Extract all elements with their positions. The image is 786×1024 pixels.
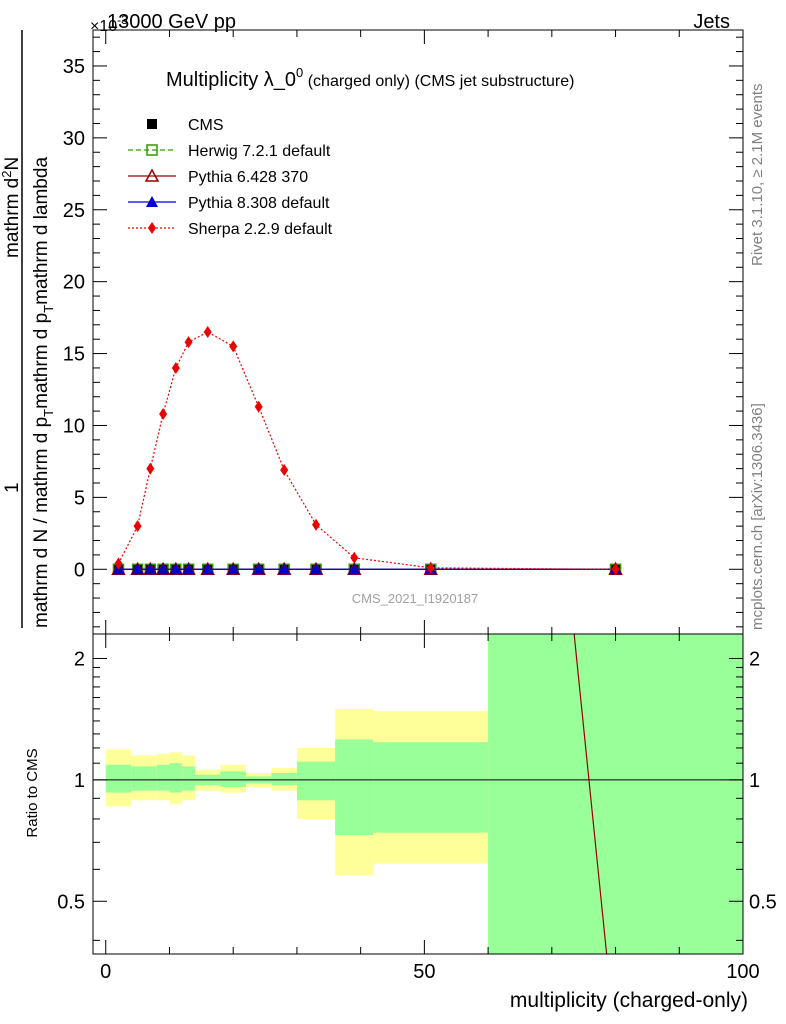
y-exponent-label: ×10-3: [90, 13, 128, 35]
data-point: [159, 407, 168, 420]
data-point: [350, 551, 359, 564]
analysis-watermark: CMS_2021_I1920187: [352, 591, 479, 606]
data-point: [157, 563, 170, 575]
ratio-band-inner: [169, 763, 183, 793]
x-tick-label: 100: [726, 961, 759, 983]
ratio-band-inner: [220, 771, 246, 788]
data-point: [348, 563, 361, 575]
header-energy-label: 13000 GeV pp: [107, 11, 236, 33]
ratio-uncertainty-bands: [105, 634, 743, 954]
data-point: [280, 464, 289, 477]
data-point: [201, 563, 214, 575]
data-point: [114, 557, 123, 570]
ratio-band-inner: [335, 739, 374, 835]
ratio-band-inner: [105, 764, 132, 793]
data-point: [312, 518, 321, 531]
legend-item-sherpa-2-2-9-default: Sherpa 2.2.9 default: [128, 221, 333, 238]
ratio-axes: 0.5 0.5 1 1 2 2 0 50 100: [57, 634, 777, 983]
data-point: [310, 563, 323, 575]
ratio-frame: [92, 633, 744, 955]
data-point: [146, 462, 155, 475]
ratio-y-axis-label: Ratio to CMS: [24, 748, 41, 837]
legend: CMS Herwig 7.2.1 default Pythia 6.428 370 P…: [128, 117, 333, 238]
main-plot-panel: 0 5 10 15 20 25 30 35: [63, 29, 744, 635]
ratio-data-layer: [93, 633, 743, 955]
x-tick-label: 0: [100, 961, 111, 983]
legend-item-herwig-7-2-1-default: Herwig 7.2.1 default: [128, 143, 331, 160]
ratio-line-pythia-6-428-370: [573, 633, 608, 955]
ratio-y-tick-label-right: 0.5: [749, 891, 777, 913]
ratio-band-inner: [488, 634, 743, 954]
data-point: [227, 563, 240, 575]
legend-marker: [146, 196, 158, 207]
header-jets-label: Jets: [693, 11, 730, 33]
series-line: [117, 331, 616, 570]
x-tick-label: 50: [413, 961, 435, 983]
series-sherpa-2-2-9-default: [114, 326, 620, 576]
y-tick-label: 5: [74, 487, 85, 509]
legend-item-pythia-6-428-370: Pythia 6.428 370: [128, 168, 308, 186]
main-data-layer: [111, 326, 623, 576]
y-tick-label: 25: [63, 200, 85, 222]
ratio-y-tick-label: 0.5: [57, 891, 85, 913]
y-axis-label-numerator-one: 1: [2, 482, 23, 493]
data-point: [144, 563, 157, 575]
ratio-y-tick-label-right: 2: [749, 648, 760, 670]
y-tick-label: 15: [63, 344, 85, 366]
data-point: [131, 563, 144, 575]
ratio-band-inner: [296, 761, 336, 801]
ratio-band-inner: [156, 764, 170, 791]
ratio-band-inner: [271, 773, 297, 786]
y-axis-label: mathrm d N / mathrm d pTmathrm d pTmathr…: [0, 30, 56, 628]
y-axis-label-denominator: mathrm d N / mathrm d pTmathrm d pTmathr…: [31, 157, 56, 628]
data-point: [171, 361, 180, 374]
data-point: [169, 563, 182, 575]
legend-item-cms: CMS: [147, 117, 224, 134]
ratio-plot-panel: 0.5 0.5 1 1 2 2 0 50 100: [57, 633, 777, 983]
ratio-band-inner: [131, 766, 157, 791]
legend-label: CMS: [188, 117, 224, 134]
legend-marker: [148, 222, 156, 234]
data-point: [203, 326, 212, 338]
x-axis-label: multiplicity (charged-only): [510, 989, 748, 1012]
legend-label: Herwig 7.2.1 default: [188, 143, 331, 160]
series-pythia-8-308-default: [112, 563, 622, 575]
legend-marker: [144, 168, 160, 182]
data-point: [184, 336, 193, 349]
rivet-version-label: Rivet 3.1.10, ≥ 2.1M events: [749, 84, 766, 267]
y-tick-label: 0: [74, 559, 85, 581]
main-axes: 0 5 10 15 20 25 30 35: [63, 30, 744, 634]
mcplots-label: mcplots.cern.ch [arXiv:1306.3436]: [749, 403, 766, 630]
data-point: [182, 563, 195, 575]
legend-label: Sherpa 2.2.9 default: [188, 221, 333, 238]
data-point: [426, 561, 435, 574]
legend-label: Pythia 8.308 default: [188, 195, 330, 212]
data-point: [611, 563, 620, 576]
data-point: [278, 563, 291, 575]
legend-marker: [147, 119, 157, 129]
ratio-band-inner: [373, 742, 489, 833]
y-axis-label-numerator: mathrm d2N: [0, 157, 23, 258]
data-point: [229, 340, 238, 353]
data-point: [252, 563, 265, 575]
ratio-y-tick-label: 2: [74, 648, 85, 670]
y-tick-label: 20: [63, 272, 85, 294]
y-tick-label: 10: [63, 415, 85, 437]
legend-marker: [146, 144, 158, 156]
ratio-y-tick-label: 1: [74, 770, 85, 792]
ratio-band-inner: [182, 766, 195, 791]
data-point: [254, 400, 263, 413]
y-tick-label: 35: [63, 56, 85, 78]
y-tick-label: 30: [63, 128, 85, 150]
data-point: [133, 520, 142, 533]
legend-item-pythia-8-308-default: Pythia 8.308 default: [128, 195, 330, 212]
ratio-y-tick-label-right: 1: [749, 770, 760, 792]
legend-label: Pythia 6.428 370: [188, 169, 308, 186]
chart-title: Multiplicity λ_00 (charged only) (CMS je…: [166, 65, 574, 91]
